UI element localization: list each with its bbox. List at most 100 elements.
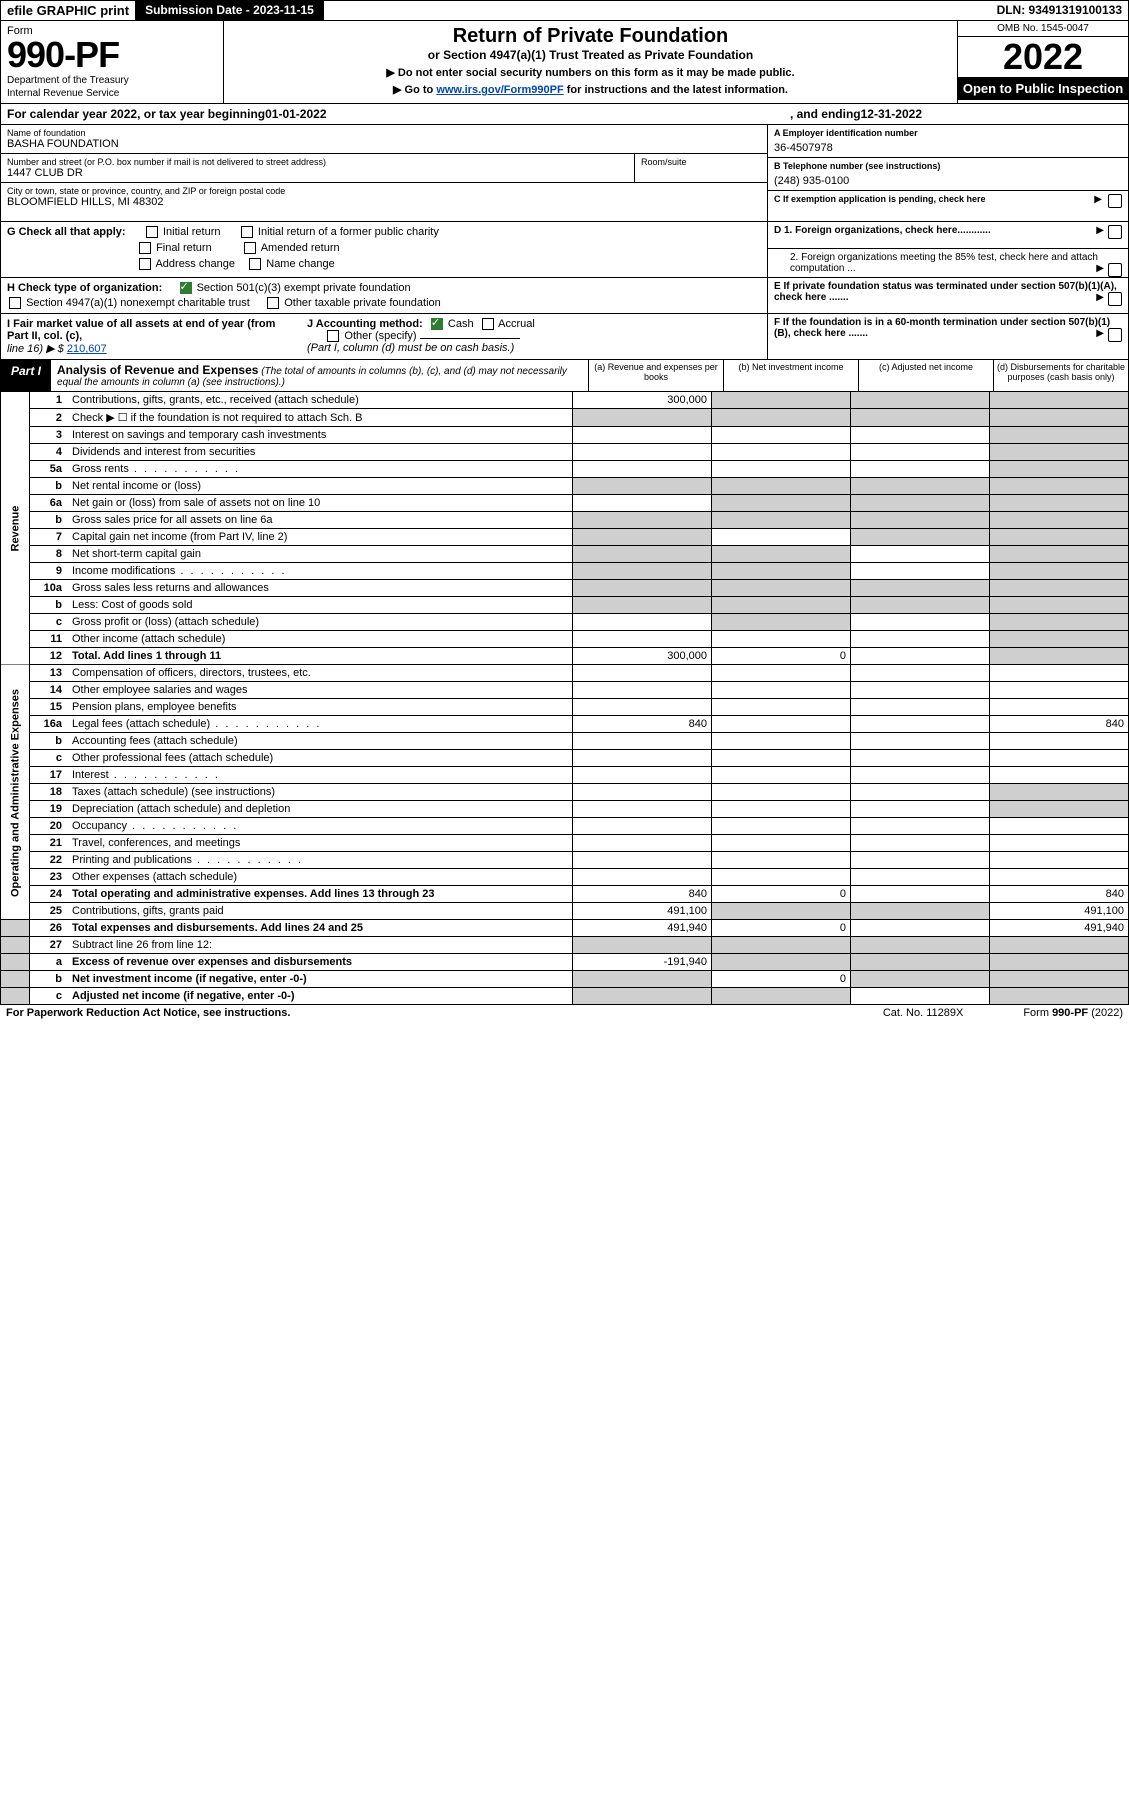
row-22: 22Printing and publications <box>1 852 1129 869</box>
row-17: 17Interest <box>1 767 1129 784</box>
row-4: 4Dividends and interest from securities <box>1 444 1129 461</box>
address-change-checkbox[interactable] <box>139 258 151 270</box>
pending-checkbox[interactable] <box>1108 194 1122 208</box>
h-other-checkbox[interactable] <box>267 297 279 309</box>
initial-former-checkbox[interactable] <box>241 226 253 238</box>
row-16a: 16aLegal fees (attach schedule)840840 <box>1 716 1129 733</box>
row-23: 23Other expenses (attach schedule) <box>1 869 1129 886</box>
calendar-year-row: For calendar year 2022, or tax year begi… <box>0 104 1129 125</box>
d1-checkbox[interactable] <box>1108 225 1122 239</box>
d1-cell: D 1. Foreign organizations, check here..… <box>768 222 1128 249</box>
initial-return-checkbox[interactable] <box>146 226 158 238</box>
row-1: Revenue 1 Contributions, gifts, grants, … <box>1 392 1129 409</box>
dept-irs: Internal Revenue Service <box>7 88 217 99</box>
row-14: 14Other employee salaries and wages <box>1 682 1129 699</box>
section-h-e: H Check type of organization: Section 50… <box>0 278 1129 314</box>
year-end: 12-31-2022 <box>861 107 922 121</box>
row-20: 20Occupancy <box>1 818 1129 835</box>
phone-cell: B Telephone number (see instructions) (2… <box>768 158 1128 191</box>
row-15: 15Pension plans, employee benefits <box>1 699 1129 716</box>
irs-link[interactable]: www.irs.gov/Form990PF <box>436 84 563 96</box>
footer-formno: Form 990-PF (2022) <box>1023 1007 1123 1019</box>
room-label: Room/suite <box>641 157 761 167</box>
phone: (248) 935-0100 <box>774 171 1122 187</box>
row-6a: 6aNet gain or (loss) from sale of assets… <box>1 495 1129 512</box>
other-method-checkbox[interactable] <box>327 330 339 342</box>
row-27: 27Subtract line 26 from line 12: <box>1 937 1129 954</box>
row-25: 25Contributions, gifts, grants paid491,1… <box>1 903 1129 920</box>
ein-cell: A Employer identification number 36-4507… <box>768 125 1128 158</box>
row-11: 11Other income (attach schedule) <box>1 631 1129 648</box>
row-5a: 5aGross rents <box>1 461 1129 478</box>
row-10c: cGross profit or (loss) (attach schedule… <box>1 614 1129 631</box>
row-3: 3Interest on savings and temporary cash … <box>1 427 1129 444</box>
fmv-value: 210,607 <box>67 343 107 355</box>
pending-cell: C If exemption application is pending, c… <box>768 191 1128 221</box>
h-501c3-checkbox[interactable] <box>180 282 192 294</box>
dln: DLN: 93491319100133 <box>991 1 1128 20</box>
row-18: 18Taxes (attach schedule) (see instructi… <box>1 784 1129 801</box>
form-header: Form 990-PF Department of the Treasury I… <box>0 21 1129 104</box>
dept-treasury: Department of the Treasury <box>7 75 217 86</box>
part1-desc: Analysis of Revenue and Expenses (The to… <box>51 360 588 391</box>
row-27b: bNet investment income (if negative, ent… <box>1 971 1129 988</box>
section-i-j-f: I Fair market value of all assets at end… <box>0 314 1129 360</box>
expenses-sidebar: Operating and Administrative Expenses <box>1 665 30 920</box>
amended-return-checkbox[interactable] <box>244 242 256 254</box>
e-checkbox[interactable] <box>1108 292 1122 306</box>
row-5b: bNet rental income or (loss) <box>1 478 1129 495</box>
revenue-sidebar: Revenue <box>1 392 30 665</box>
d2-checkbox[interactable] <box>1108 263 1122 277</box>
row-12: 12Total. Add lines 1 through 11300,0000 <box>1 648 1129 665</box>
section-g-d: G Check all that apply: Initial return I… <box>0 222 1129 278</box>
efile-prefix: efile <box>7 3 37 18</box>
row-6b: bGross sales price for all assets on lin… <box>1 512 1129 529</box>
d2-cell: 2. Foreign organizations meeting the 85%… <box>768 249 1128 277</box>
row-16c: cOther professional fees (attach schedul… <box>1 750 1129 767</box>
city-state-zip: BLOOMFIELD HILLS, MI 48302 <box>7 196 761 208</box>
row-13: Operating and Administrative Expenses 13… <box>1 665 1129 682</box>
e-cell: E If private foundation status was termi… <box>768 278 1128 306</box>
f-cell: F If the foundation is in a 60-month ter… <box>768 314 1128 342</box>
header-right: OMB No. 1545-0047 2022 Open to Public In… <box>957 21 1128 103</box>
omb-number: OMB No. 1545-0047 <box>958 21 1128 37</box>
cash-checkbox[interactable] <box>431 318 443 330</box>
top-bar: efile GRAPHIC print Submission Date - 20… <box>0 0 1129 21</box>
ein: 36-4507978 <box>774 138 1122 154</box>
other-specify-line[interactable] <box>420 338 520 339</box>
footer-left: For Paperwork Reduction Act Notice, see … <box>6 1007 290 1019</box>
col-d-header: (d) Disbursements for charitable purpose… <box>993 360 1128 391</box>
foundation-name-cell: Name of foundation BASHA FOUNDATION <box>1 125 767 154</box>
row-21: 21Travel, conferences, and meetings <box>1 835 1129 852</box>
page-footer: For Paperwork Reduction Act Notice, see … <box>0 1005 1129 1021</box>
col-a-header: (a) Revenue and expenses per books <box>588 360 723 391</box>
row-10a: 10aGross sales less returns and allowanc… <box>1 580 1129 597</box>
submission-date: Submission Date - 2023-11-15 <box>135 1 324 20</box>
foundation-name: BASHA FOUNDATION <box>7 138 761 150</box>
row-24: 24Total operating and administrative exp… <box>1 886 1129 903</box>
row-9: 9Income modifications <box>1 563 1129 580</box>
header-left: Form 990-PF Department of the Treasury I… <box>1 21 224 103</box>
f-checkbox[interactable] <box>1108 328 1122 342</box>
form-number: 990-PF <box>7 37 217 73</box>
row-8: 8Net short-term capital gain <box>1 546 1129 563</box>
open-inspection: Open to Public Inspection <box>958 77 1128 100</box>
row-27c: cAdjusted net income (if negative, enter… <box>1 988 1129 1005</box>
accrual-checkbox[interactable] <box>482 318 494 330</box>
i-block: I Fair market value of all assets at end… <box>7 318 287 355</box>
efile-graphic: GRAPHIC <box>37 3 101 18</box>
header-center: Return of Private Foundation or Section … <box>224 21 957 103</box>
form-note-ssn: ▶ Do not enter social security numbers o… <box>234 66 947 79</box>
form-note-link: ▶ Go to www.irs.gov/Form990PF for instru… <box>234 83 947 96</box>
g-check-block: G Check all that apply: Initial return I… <box>1 222 767 277</box>
efile-label: efile GRAPHIC print <box>1 1 135 20</box>
name-change-checkbox[interactable] <box>249 258 261 270</box>
efile-print[interactable]: print <box>100 3 129 18</box>
final-return-checkbox[interactable] <box>139 242 151 254</box>
part1-header: Part I Analysis of Revenue and Expenses … <box>0 360 1129 392</box>
footer-catno: Cat. No. 11289X <box>883 1007 964 1019</box>
row-2: 2Check ▶ ☐ if the foundation is not requ… <box>1 409 1129 427</box>
row-7: 7Capital gain net income (from Part IV, … <box>1 529 1129 546</box>
row-27a: aExcess of revenue over expenses and dis… <box>1 954 1129 971</box>
h-4947-checkbox[interactable] <box>9 297 21 309</box>
